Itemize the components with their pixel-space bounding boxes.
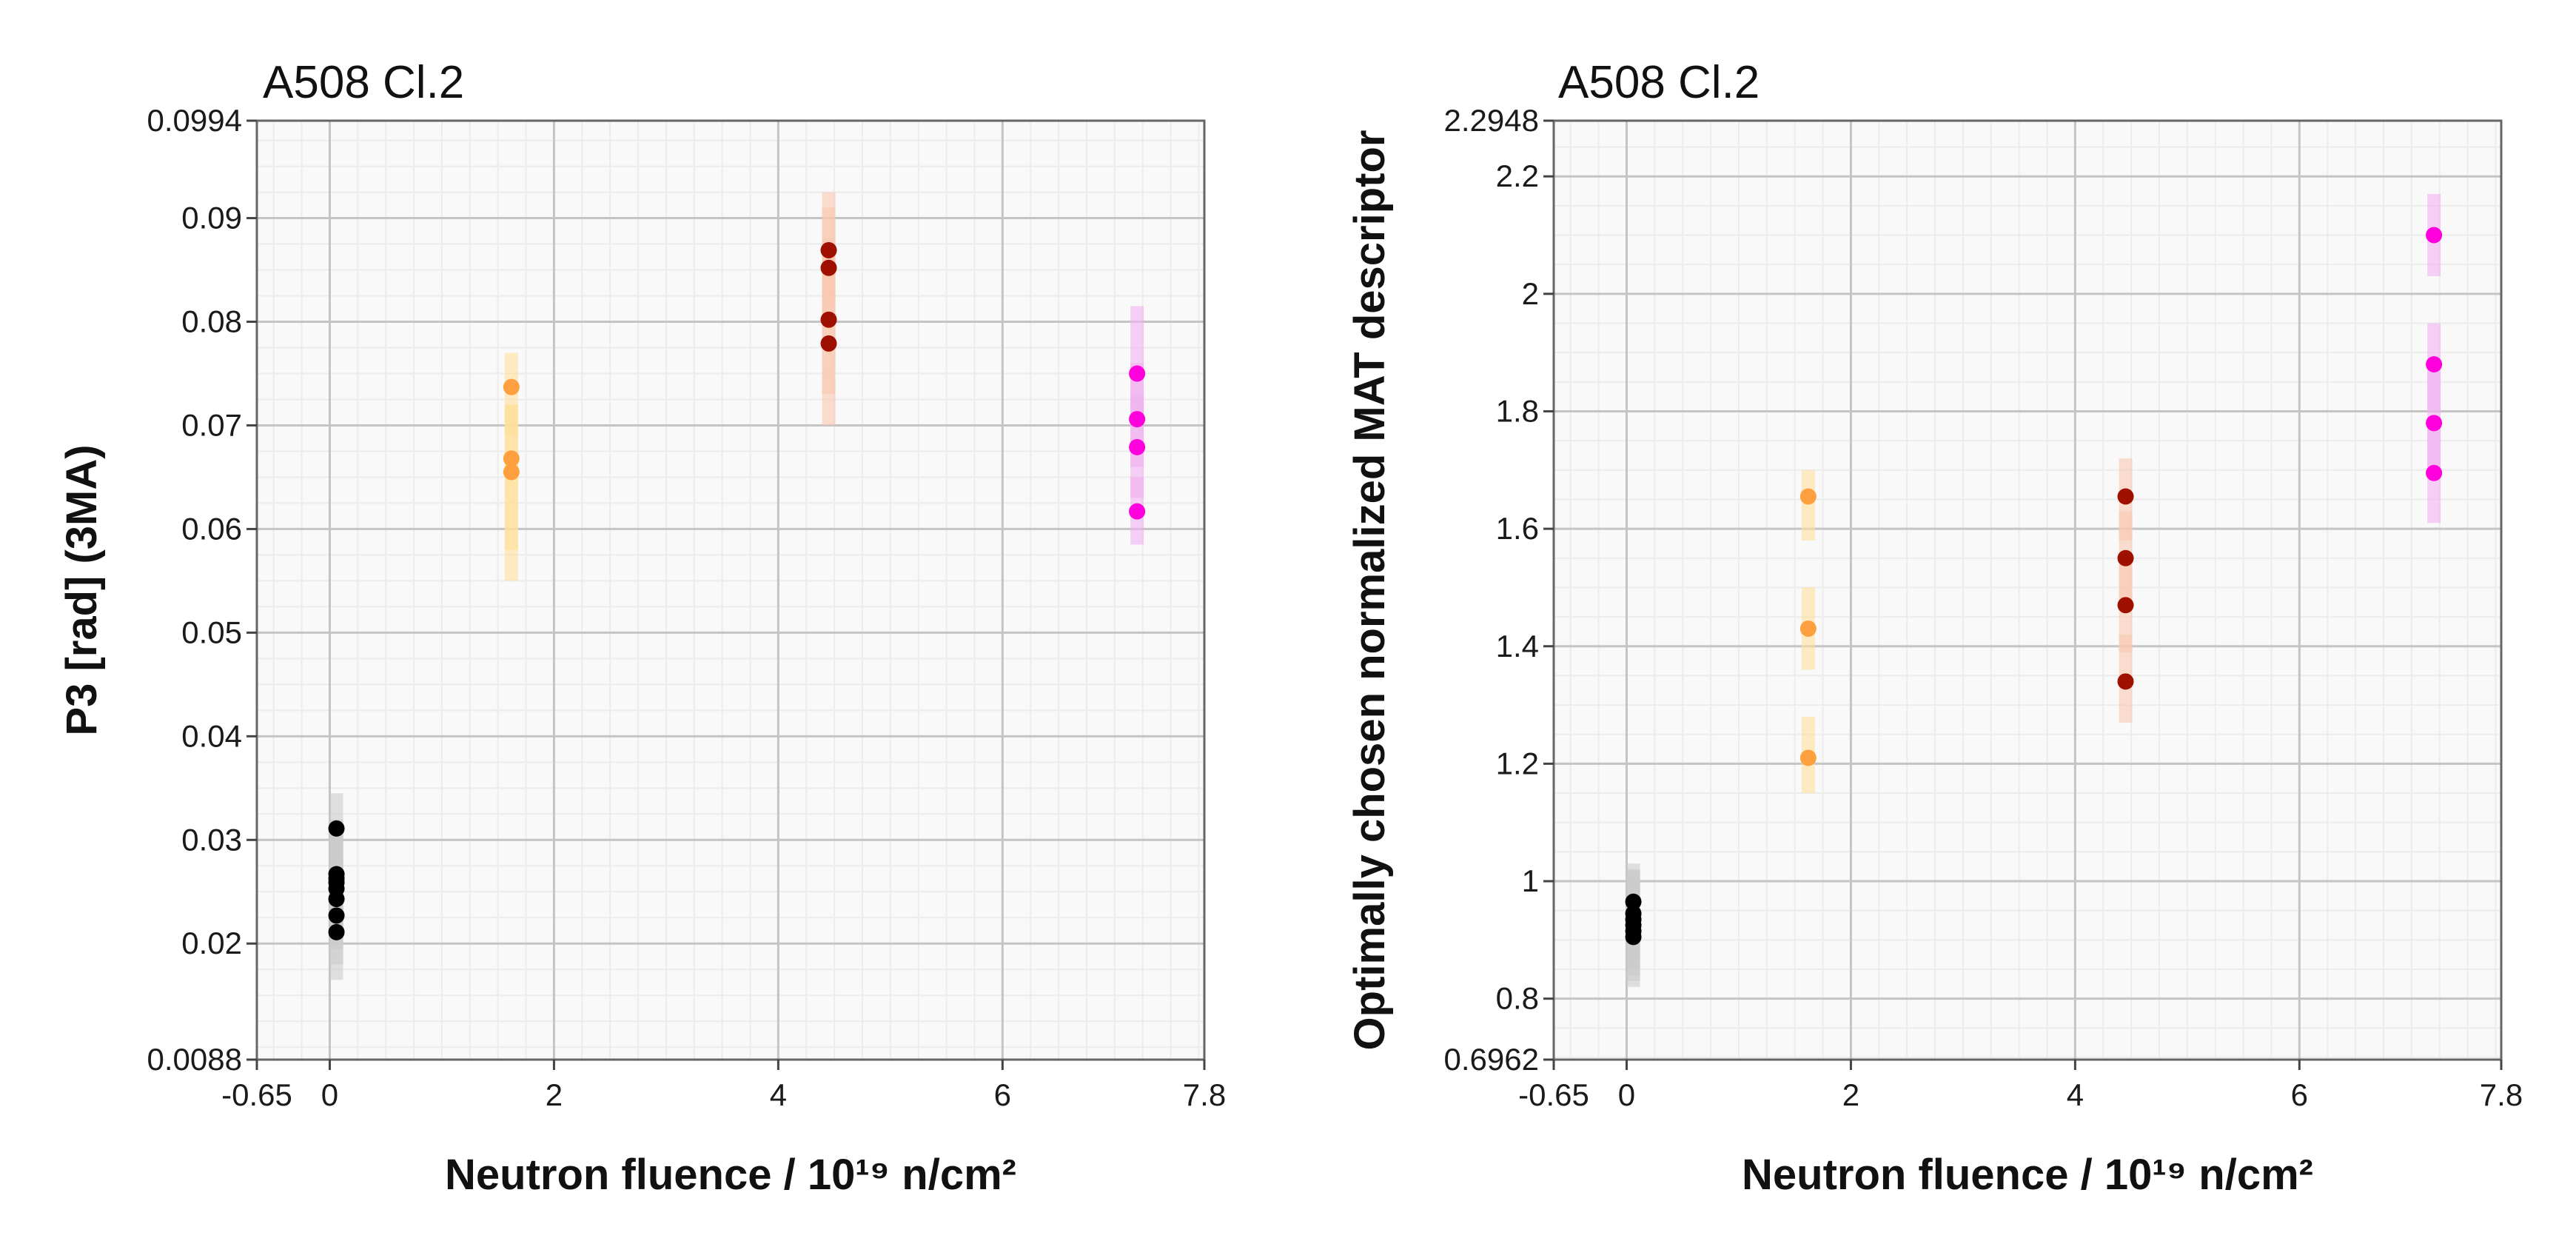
y-tick-label: 2.2 bbox=[1496, 158, 1539, 193]
y-tick-label: 0.0088 bbox=[147, 1042, 242, 1077]
data-point bbox=[2117, 549, 2134, 566]
plot-area bbox=[1554, 121, 2501, 1060]
chart-title: A508 Cl.2 bbox=[263, 57, 464, 108]
data-point bbox=[503, 464, 520, 481]
x-tick-label: 4 bbox=[770, 1077, 787, 1112]
data-point bbox=[820, 311, 837, 328]
y-tick-label: 1.8 bbox=[1496, 393, 1539, 428]
right-chart: 0.6962 0.8 1 1.2 1.4 1.6 1.8 2 2.2 2.2948 -0.65 0 2 4… bbox=[1346, 57, 2523, 1199]
y-tick-label: 1.4 bbox=[1496, 629, 1539, 663]
data-point bbox=[2117, 597, 2134, 614]
grid bbox=[257, 121, 1204, 1060]
uncertainty-band bbox=[329, 793, 343, 882]
y-tick-label: 0.07 bbox=[181, 407, 242, 442]
data-points bbox=[328, 241, 1146, 940]
data-point bbox=[1129, 365, 1146, 382]
x-tick-label: 7.8 bbox=[2480, 1077, 2523, 1112]
data-point bbox=[1625, 905, 1642, 922]
plot-frame bbox=[255, 119, 1206, 1061]
x-tick-label: 6 bbox=[994, 1077, 1011, 1112]
data-point bbox=[328, 907, 345, 924]
y-tick-label: 1 bbox=[1522, 863, 1539, 898]
data-point bbox=[2426, 415, 2443, 432]
x-tick-label: 2 bbox=[1842, 1077, 1859, 1112]
x-tick-label: 6 bbox=[2291, 1077, 2308, 1112]
x-tick-label: -0.65 bbox=[1518, 1077, 1589, 1112]
y-tick-label: 0.6962 bbox=[1444, 1042, 1539, 1077]
data-point bbox=[1799, 488, 1817, 505]
data-point bbox=[328, 866, 345, 883]
y-tick-label: 0.8 bbox=[1496, 981, 1539, 1016]
data-point bbox=[820, 335, 837, 352]
data-point bbox=[503, 450, 520, 467]
plot-frame bbox=[1552, 119, 2503, 1061]
y-tick-label: 0.02 bbox=[181, 926, 242, 960]
y-tick-label: 1.2 bbox=[1496, 746, 1539, 780]
data-point bbox=[1625, 893, 1642, 910]
x-axis-label: Neutron fluence / 10¹⁹ n/cm² bbox=[1742, 1151, 2313, 1199]
x-tick-label: 4 bbox=[2067, 1077, 2084, 1112]
y-tick-label: 2 bbox=[1522, 276, 1539, 311]
data-point bbox=[820, 259, 837, 276]
data-point bbox=[1129, 503, 1146, 520]
data-points bbox=[1625, 227, 2443, 946]
data-point bbox=[1799, 749, 1817, 766]
data-point bbox=[328, 820, 345, 837]
data-point bbox=[2117, 488, 2134, 505]
y-tick-label: 0.03 bbox=[181, 822, 242, 857]
left-chart: 0.0088 0.02 0.03 0.04 0.05 0.06 0.07 0.08 0.09 0.… bbox=[58, 57, 1226, 1199]
plot-area bbox=[257, 121, 1204, 1060]
y-axis-label: P3 [rad] (3MA) bbox=[58, 444, 106, 735]
y-tick-label: 0.08 bbox=[181, 304, 242, 339]
data-point bbox=[1799, 620, 1817, 637]
data-point bbox=[328, 923, 345, 940]
x-tick-label: 0 bbox=[1618, 1077, 1635, 1112]
data-point bbox=[1129, 438, 1146, 455]
y-tick-label: 1.6 bbox=[1496, 511, 1539, 546]
x-axis-label: Neutron fluence / 10¹⁹ n/cm² bbox=[445, 1151, 1016, 1199]
uncertainty-band bbox=[1801, 469, 1815, 541]
y-axis-label: Optimally chosen normalized MAT descript… bbox=[1346, 130, 1394, 1051]
x-tick-label: 7.8 bbox=[1183, 1077, 1226, 1112]
data-point bbox=[2426, 356, 2443, 373]
y-tick-label: 0.0994 bbox=[147, 103, 242, 138]
tick-labels: 0.0088 0.02 0.03 0.04 0.05 0.06 0.07 0.08 0.09 0.… bbox=[147, 103, 1227, 1112]
x-tick-label: 2 bbox=[546, 1077, 563, 1112]
data-point bbox=[1129, 411, 1146, 428]
y-tick-label: 0.05 bbox=[181, 615, 242, 649]
y-tick-label: 2.2948 bbox=[1444, 103, 1539, 138]
data-point bbox=[2426, 227, 2443, 244]
x-tick-label: 0 bbox=[321, 1077, 338, 1112]
grid bbox=[1554, 121, 2501, 1060]
data-point bbox=[503, 378, 520, 395]
data-point bbox=[2117, 673, 2134, 690]
y-tick-label: 0.09 bbox=[181, 201, 242, 235]
data-point bbox=[2426, 464, 2443, 481]
y-tick-label: 0.04 bbox=[181, 718, 242, 753]
data-point bbox=[820, 241, 837, 258]
tick-labels: 0.6962 0.8 1 1.2 1.4 1.6 1.8 2 2.2 2.2948 -0.65 0 2 4… bbox=[1444, 103, 2523, 1112]
y-tick-label: 0.06 bbox=[181, 511, 242, 546]
chart-title: A508 Cl.2 bbox=[1558, 57, 1760, 108]
x-tick-label: -0.65 bbox=[221, 1077, 292, 1112]
